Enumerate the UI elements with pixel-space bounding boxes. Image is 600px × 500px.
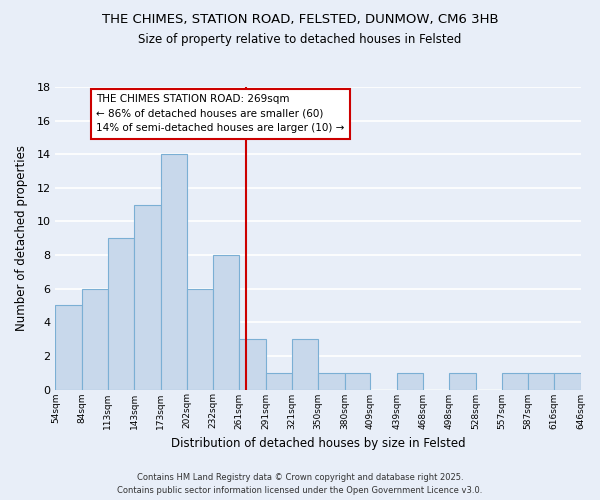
Bar xyxy=(344,372,370,390)
Bar xyxy=(528,372,554,390)
Bar xyxy=(187,288,213,390)
Text: Size of property relative to detached houses in Felsted: Size of property relative to detached ho… xyxy=(139,32,461,46)
Bar xyxy=(502,372,528,390)
Bar xyxy=(449,372,476,390)
Text: THE CHIMES, STATION ROAD, FELSTED, DUNMOW, CM6 3HB: THE CHIMES, STATION ROAD, FELSTED, DUNMO… xyxy=(101,12,499,26)
Y-axis label: Number of detached properties: Number of detached properties xyxy=(15,146,28,332)
Bar xyxy=(239,339,266,390)
Bar xyxy=(266,372,292,390)
Bar xyxy=(318,372,344,390)
Text: Contains HM Land Registry data © Crown copyright and database right 2025.
Contai: Contains HM Land Registry data © Crown c… xyxy=(118,474,482,495)
Bar xyxy=(107,238,134,390)
Text: THE CHIMES STATION ROAD: 269sqm
← 86% of detached houses are smaller (60)
14% of: THE CHIMES STATION ROAD: 269sqm ← 86% of… xyxy=(96,94,344,134)
Bar xyxy=(55,306,82,390)
Bar xyxy=(82,288,107,390)
Bar xyxy=(292,339,318,390)
Bar xyxy=(134,204,161,390)
Bar xyxy=(554,372,581,390)
Bar xyxy=(397,372,422,390)
X-axis label: Distribution of detached houses by size in Felsted: Distribution of detached houses by size … xyxy=(170,437,465,450)
Bar xyxy=(161,154,187,390)
Bar xyxy=(213,255,239,390)
